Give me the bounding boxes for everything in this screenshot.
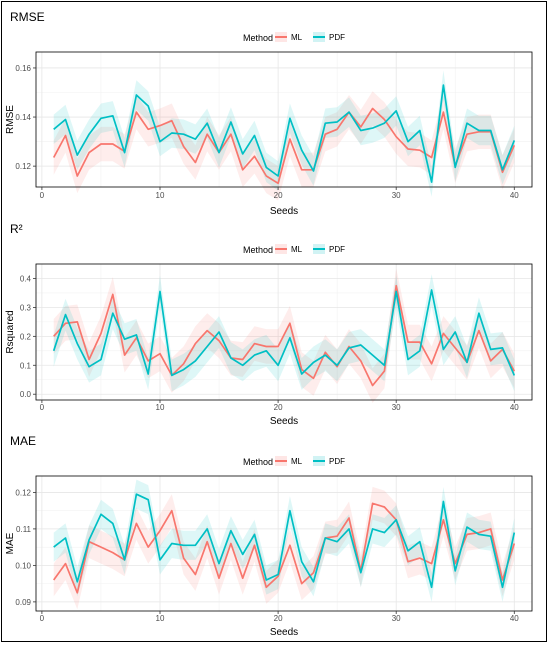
- legend-title: Method: [243, 245, 273, 255]
- x-tick-label: 40: [510, 191, 519, 200]
- legend-label: ML: [291, 33, 303, 42]
- series-line-pdf: [53, 84, 516, 183]
- x-tick-label: 0: [40, 614, 45, 623]
- x-axis-label: Seeds: [270, 627, 298, 638]
- y-tick-label: 0.3: [20, 303, 32, 312]
- y-axis-label: RMSE: [5, 105, 16, 134]
- x-tick-label: 10: [156, 191, 165, 200]
- plot-border: [35, 263, 533, 401]
- chart-panel-1: RMSE Method ML PDF 0.12 0.14 0.16 0 10 20 30 40 Seed…: [5, 10, 533, 217]
- legend-label: PDF: [329, 245, 345, 254]
- series-line-pdf: [52, 289, 516, 377]
- gridlines: [36, 264, 532, 400]
- legend-label: ML: [291, 457, 303, 466]
- x-tick-label: 20: [274, 614, 283, 623]
- x-axis-label: Seeds: [270, 206, 298, 217]
- chart-title: R²: [10, 222, 23, 236]
- legend-label: PDF: [329, 33, 345, 42]
- y-axis-label: MAE: [5, 532, 16, 554]
- x-tick-label: 40: [510, 403, 519, 412]
- y-tick-label: 0.10: [15, 561, 31, 570]
- chart-panel-2: R² Method ML PDF 0.0 0.1 0.2 0.3 0.4 0 10 20 30 40 See…: [5, 222, 533, 427]
- legend: Method ML PDF: [243, 244, 345, 255]
- gridlines: [36, 52, 532, 187]
- x-tick-label: 20: [274, 403, 283, 412]
- y-tick-label: 0.16: [15, 64, 31, 73]
- series-line-pdf: [53, 493, 516, 589]
- legend-label: ML: [291, 245, 303, 254]
- chart-title: RMSE: [10, 10, 45, 24]
- x-tick-label: 30: [392, 191, 401, 200]
- plot-border: [35, 51, 533, 188]
- y-axis-label: Rsquared: [5, 310, 16, 353]
- series-band-pdf: [53, 70, 515, 197]
- x-tick-label: 30: [392, 614, 401, 623]
- x-tick-label: 40: [510, 614, 519, 623]
- y-tick-label: 0.12: [15, 488, 31, 497]
- x-tick-label: 10: [156, 614, 165, 623]
- x-axis-label: Seeds: [270, 416, 298, 427]
- y-tick-label: 0.11: [16, 525, 32, 534]
- y-tick-label: 0.09: [15, 598, 31, 607]
- x-tick-label: 10: [156, 403, 165, 412]
- y-tick-label: 0.12: [15, 162, 31, 171]
- chart-panel-3: MAE Method ML PDF 0.09 0.10 0.11 0.12 0 10 20 30 40 S…: [5, 434, 533, 638]
- legend-title: Method: [243, 33, 273, 43]
- x-tick-label: 30: [392, 403, 401, 412]
- x-tick-label: 0: [40, 191, 45, 200]
- chart-title: MAE: [10, 434, 36, 448]
- y-tick-label: 0.14: [15, 113, 31, 122]
- legend: Method ML PDF: [243, 456, 345, 467]
- legend-label: PDF: [329, 457, 345, 466]
- plot-border: [35, 475, 533, 612]
- x-tick-label: 20: [274, 191, 283, 200]
- x-tick-label: 0: [40, 403, 45, 412]
- series-line-ml: [53, 284, 516, 387]
- legend: Method ML PDF: [243, 32, 345, 43]
- y-tick-label: 0.4: [20, 274, 32, 283]
- y-tick-label: 0.1: [20, 361, 32, 370]
- legend-title: Method: [243, 457, 273, 467]
- series-band-ml: [53, 486, 515, 610]
- y-tick-label: 0.2: [20, 332, 32, 341]
- y-tick-label: 0.0: [20, 390, 32, 399]
